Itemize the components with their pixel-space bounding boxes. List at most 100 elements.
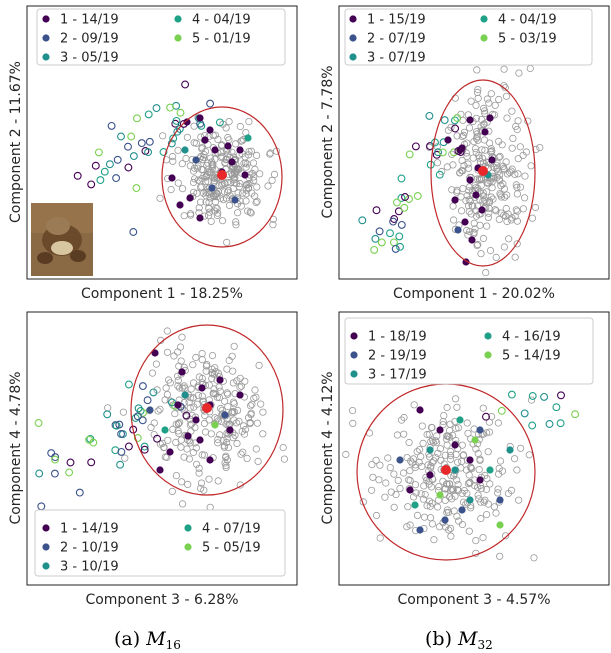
outlier-point — [124, 380, 133, 389]
background-point — [407, 457, 415, 465]
neighbor-point — [186, 194, 194, 202]
background-point — [446, 455, 455, 463]
background-point — [477, 498, 485, 506]
background-point — [375, 476, 383, 484]
background-point — [225, 118, 233, 126]
background-point — [210, 385, 218, 393]
background-point — [188, 411, 196, 419]
background-point — [453, 132, 461, 140]
background-point — [494, 470, 503, 478]
background-point — [494, 485, 502, 493]
outlier-point — [545, 420, 554, 428]
background-point — [223, 365, 231, 373]
background-point — [446, 447, 455, 456]
background-point — [188, 420, 196, 428]
panel-1-xlabel: Component 1 - 18.25% — [81, 286, 243, 302]
neighbor-point — [174, 401, 182, 409]
background-point — [167, 186, 175, 194]
neighbor-point — [198, 384, 206, 392]
neighbor-point — [206, 126, 214, 134]
background-point — [210, 174, 218, 182]
outlier-point — [389, 217, 398, 226]
background-point — [168, 487, 176, 495]
background-point — [235, 183, 243, 191]
neighbor-point — [192, 156, 200, 164]
background-point — [247, 209, 255, 217]
outlier-point — [116, 460, 125, 469]
background-point — [390, 470, 398, 478]
outlier-point — [124, 142, 132, 151]
background-point — [211, 166, 219, 174]
background-point — [458, 156, 466, 164]
outlier-point — [438, 148, 447, 157]
background-point — [203, 162, 211, 170]
background-point — [250, 173, 258, 181]
background-point — [183, 445, 191, 453]
outlier-point — [34, 419, 43, 427]
background-point — [430, 536, 438, 544]
background-point — [180, 212, 188, 220]
background-point — [516, 183, 525, 191]
outlier-point — [450, 116, 459, 125]
background-point — [481, 146, 489, 154]
outlier-point — [113, 155, 122, 164]
background-point — [209, 389, 217, 397]
neighbor-point — [236, 391, 244, 399]
background-point — [502, 158, 510, 166]
outlier-point — [138, 416, 147, 425]
background-point — [174, 382, 182, 390]
background-point — [501, 532, 510, 540]
background-point — [531, 203, 540, 212]
outlier-point — [129, 228, 138, 236]
background-point — [482, 429, 491, 437]
background-point — [513, 207, 522, 215]
background-point — [187, 385, 195, 393]
background-point — [485, 139, 494, 147]
background-point — [498, 141, 506, 149]
background-point — [185, 398, 193, 406]
neighbor-point — [211, 421, 219, 429]
neighbor-point — [226, 426, 234, 434]
neighbor-point — [244, 134, 252, 142]
background-point — [413, 448, 421, 456]
neighbor-point — [451, 441, 459, 449]
background-point — [390, 503, 398, 511]
neighbor-point — [211, 146, 219, 154]
neighbor-point — [471, 436, 479, 444]
background-point — [449, 161, 457, 169]
panel-4-ylabel: Component 4 - 4.12% — [320, 371, 336, 524]
background-point — [492, 165, 501, 173]
background-point — [459, 185, 467, 193]
neighbor-point — [506, 446, 514, 454]
legend-marker-3 — [349, 53, 357, 61]
legend-label-3: 3 - 17/19 — [368, 368, 427, 383]
background-point — [251, 386, 259, 394]
background-point — [208, 374, 216, 383]
outlier-point — [51, 455, 59, 464]
background-point — [174, 179, 182, 187]
background-point — [201, 147, 210, 156]
neighbor-point — [468, 236, 476, 244]
background-point — [230, 342, 238, 350]
background-point — [495, 215, 503, 223]
background-point — [466, 197, 474, 206]
background-point — [522, 148, 531, 156]
background-point — [503, 217, 511, 226]
background-point — [479, 404, 487, 412]
legend-marker-1 — [349, 15, 357, 23]
background-point — [515, 496, 523, 504]
neighbor-point — [181, 391, 189, 399]
background-point — [186, 421, 194, 429]
background-point — [477, 181, 485, 189]
background-point — [477, 123, 485, 131]
background-point — [195, 373, 203, 381]
background-point — [187, 210, 195, 218]
outlier-point — [153, 434, 162, 443]
background-point — [222, 420, 230, 428]
outlier-point — [175, 125, 184, 133]
centroid-point — [202, 403, 212, 413]
background-point — [171, 410, 179, 418]
background-point — [220, 436, 228, 444]
neighbor-point — [476, 476, 484, 484]
panel-2-xlabel: Component 1 - 20.02% — [393, 286, 555, 302]
